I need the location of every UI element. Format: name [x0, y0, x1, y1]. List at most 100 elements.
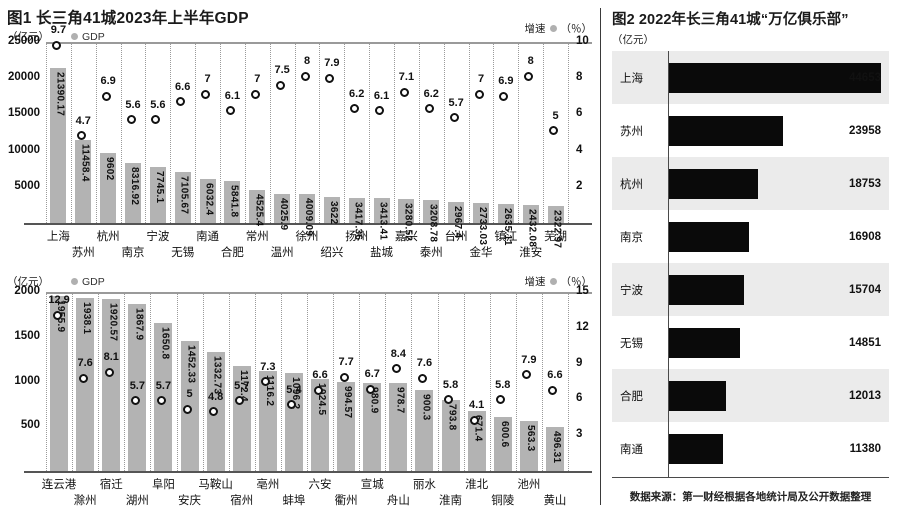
growth-rate-marker[interactable] — [496, 395, 506, 405]
growth-rate-marker[interactable] — [101, 91, 111, 101]
gdp-bar[interactable] — [348, 198, 365, 223]
growth-rate-marker[interactable] — [225, 106, 235, 116]
growth-rate-marker[interactable] — [261, 377, 271, 387]
gdp-bar[interactable] — [50, 68, 67, 223]
growth-rate-marker[interactable] — [130, 396, 140, 406]
gdp-bar[interactable] — [284, 372, 303, 471]
chart2-bar[interactable] — [669, 168, 759, 199]
gdp-bar[interactable] — [100, 153, 117, 223]
growth-rate-marker[interactable] — [350, 104, 360, 114]
growth-rate-marker[interactable] — [209, 407, 219, 417]
growth-rate-marker[interactable] — [474, 89, 484, 99]
gdp-bar[interactable] — [258, 371, 277, 471]
gdp-bar[interactable] — [545, 426, 564, 471]
growth-rate-marker[interactable] — [201, 89, 211, 99]
gdp-bar[interactable] — [373, 198, 390, 223]
growth-rate-marker[interactable] — [235, 396, 245, 406]
growth-rate-marker[interactable] — [287, 400, 297, 410]
chart1-bottom-legend-gdp: GDP — [71, 276, 105, 288]
chart1-top-plot: 25000 20000 15000 10000 5000 10 8 6 4 2 21390.17 9.… — [0, 24, 600, 265]
gdp-bar[interactable] — [249, 190, 266, 223]
gridline — [515, 294, 517, 471]
chart2-bar[interactable] — [669, 274, 744, 305]
gdp-bar[interactable] — [323, 196, 340, 223]
growth-rate-marker[interactable] — [548, 385, 558, 395]
gdp-bar[interactable] — [441, 399, 460, 471]
gridline — [244, 44, 246, 223]
growth-rate-marker[interactable] — [104, 367, 114, 377]
gdp-bar[interactable] — [199, 179, 216, 223]
growth-rate-marker[interactable] — [126, 115, 136, 125]
gdp-bar[interactable] — [299, 193, 315, 223]
growth-rate-marker[interactable] — [76, 131, 86, 141]
growth-rate-marker[interactable] — [339, 372, 349, 382]
x-axis-category-label: 湖州 — [125, 495, 149, 507]
y-axis-tick-label: 5000 — [14, 179, 40, 192]
gdp-bar[interactable] — [75, 140, 92, 223]
gdp-bar[interactable] — [398, 199, 415, 223]
gridline — [359, 294, 361, 471]
gdp-bar[interactable] — [467, 410, 486, 471]
gdp-bar[interactable] — [423, 199, 440, 223]
gdp-bar-value-label: 994.57 — [342, 385, 354, 419]
chart2-x-axis — [612, 477, 889, 478]
gdp-bar[interactable] — [363, 383, 382, 471]
growth-rate-marker[interactable] — [417, 373, 427, 383]
gdp-bar[interactable] — [128, 303, 147, 471]
gdp-bar[interactable] — [50, 295, 69, 471]
growth-rate-marker[interactable] — [375, 106, 385, 116]
growth-rate-marker[interactable] — [156, 396, 166, 406]
gdp-bar[interactable] — [102, 299, 121, 471]
gdp-bar[interactable] — [232, 366, 251, 471]
growth-rate-marker[interactable] — [499, 91, 509, 101]
chart2-bar[interactable] — [669, 62, 881, 93]
chart2-bar[interactable] — [669, 115, 783, 146]
gdp-bar[interactable] — [224, 180, 241, 223]
gdp-bar-value-label: 1867.9 — [133, 307, 145, 341]
gdp-bar[interactable] — [274, 193, 291, 223]
growth-rate-marker[interactable] — [183, 404, 193, 414]
growth-rate-marker[interactable] — [424, 104, 434, 114]
chart2-bar[interactable] — [669, 221, 750, 252]
gdp-bar[interactable] — [519, 420, 538, 471]
growth-rate-marker[interactable] — [522, 370, 532, 380]
gdp-bar[interactable] — [389, 383, 408, 471]
growth-rate-marker[interactable] — [325, 73, 335, 83]
x-axis-category-label: 蚌埠 — [282, 495, 306, 507]
growth-rate-marker[interactable] — [151, 115, 161, 125]
growth-rate-marker[interactable] — [391, 364, 401, 374]
growth-rate-marker[interactable] — [449, 113, 459, 123]
gdp-bar[interactable] — [497, 203, 514, 223]
gdp-bar[interactable] — [522, 205, 539, 223]
growth-rate-marker[interactable] — [52, 310, 62, 320]
gdp-bar[interactable] — [493, 417, 512, 471]
growth-rate-marker[interactable] — [524, 71, 534, 81]
growth-rate-marker[interactable] — [365, 384, 375, 394]
growth-rate-marker[interactable] — [78, 373, 88, 383]
growth-rate-marker[interactable] — [51, 40, 61, 50]
growth-rate-marker[interactable] — [470, 415, 480, 425]
gdp-bar[interactable] — [311, 379, 330, 471]
gdp-bar[interactable] — [448, 201, 465, 223]
gdp-bar[interactable] — [473, 203, 489, 223]
gdp-bar[interactable] — [174, 171, 191, 223]
growth-rate-marker[interactable] — [176, 97, 186, 107]
gdp-bar[interactable] — [547, 206, 564, 223]
gdp-bar[interactable] — [337, 381, 356, 471]
chart2-bar[interactable] — [669, 327, 740, 358]
growth-rate-marker[interactable] — [275, 80, 285, 90]
chart2-bar[interactable] — [669, 380, 727, 411]
growth-rate-marker[interactable] — [444, 395, 454, 405]
growth-rate-marker[interactable] — [250, 89, 260, 99]
growth-rate-marker[interactable] — [399, 87, 409, 97]
growth-rate-marker[interactable] — [313, 385, 323, 395]
gdp-bar[interactable] — [76, 297, 95, 471]
gdp-bar[interactable] — [415, 390, 434, 471]
growth-legend-dot-icon — [549, 278, 557, 285]
chart2-bar[interactable] — [669, 433, 724, 464]
growth-rate-marker[interactable] — [549, 126, 559, 135]
gdp-bar[interactable] — [149, 166, 166, 223]
growth-rate-marker[interactable] — [300, 71, 310, 81]
gridline — [307, 294, 308, 471]
gdp-bar[interactable] — [125, 162, 141, 223]
